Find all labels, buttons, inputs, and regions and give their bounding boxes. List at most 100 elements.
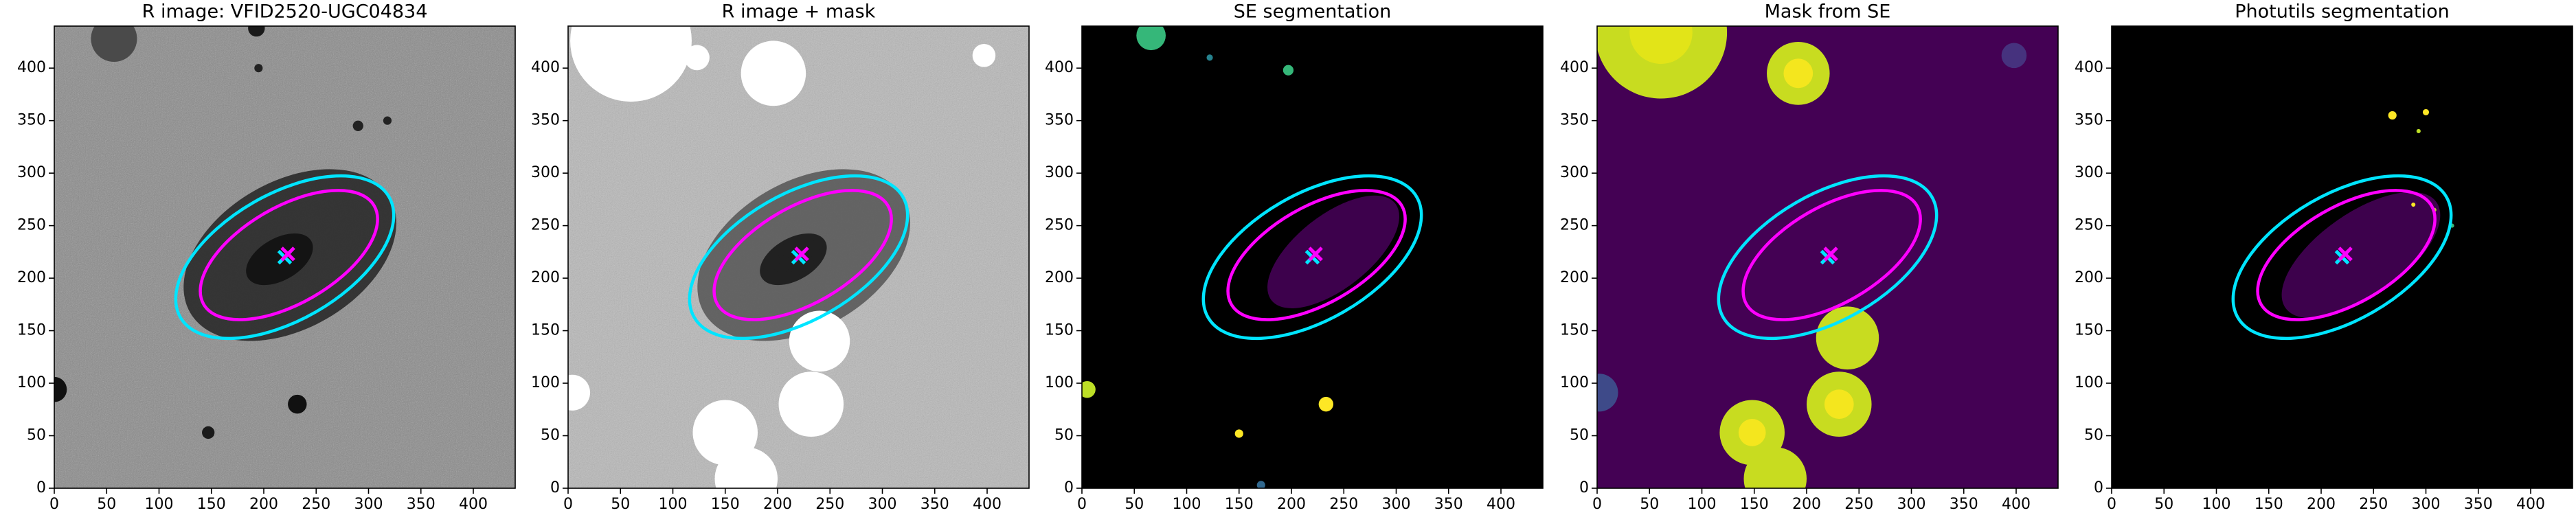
x-tick-label: 350 [920, 496, 949, 513]
x-tick-label: 150 [1740, 496, 1769, 513]
panel: Photutils segmentation 0 50 100 150 200 250 300… [2075, 1, 2573, 513]
axes-frame [2111, 25, 2573, 489]
aperture-ellipse [688, 174, 909, 341]
y-tick-label: 300 [531, 164, 560, 181]
aperture-ellipse [2256, 189, 2437, 321]
mask-region [1597, 374, 1618, 412]
y-tick-label: 0 [1064, 479, 1074, 496]
x-tick-label: 50 [611, 496, 630, 513]
y-tick-label: 50 [541, 427, 560, 444]
x-tick-label: 0 [1592, 496, 1602, 513]
panel-title: R image: VFID2520-UGC04834 [142, 1, 428, 23]
x-tick-label: 200 [2307, 496, 2336, 513]
source-region [1267, 195, 1399, 308]
y-tick-label: 300 [1045, 164, 1074, 181]
x-tick-label: 300 [2412, 496, 2441, 513]
y-tick-label: 200 [531, 269, 560, 286]
mask-region [1629, 26, 1693, 65]
mask-region [202, 426, 215, 439]
mask-region [972, 44, 996, 67]
x-tick-label: 200 [1792, 496, 1821, 513]
x-tick-label: 100 [659, 496, 688, 513]
x-tick-label: 200 [763, 496, 792, 513]
y-tick-label: 250 [1560, 217, 1589, 234]
x-tick-label: 0 [2107, 496, 2116, 513]
y-tick-label: 250 [1045, 217, 1074, 234]
aperture-ellipse [712, 189, 893, 321]
mask-region [1206, 54, 1213, 61]
center-marker [280, 247, 295, 262]
x-tick-label: 400 [459, 496, 488, 513]
y-tick-label: 400 [2075, 59, 2103, 76]
x-tick-label: 350 [2464, 496, 2493, 513]
image-area [54, 26, 515, 488]
center-marker [794, 247, 809, 262]
y-tick-label: 0 [1579, 479, 1589, 496]
x-tick-label: 150 [197, 496, 226, 513]
y-tick-label: 0 [36, 479, 46, 496]
aperture-ellipse [1741, 189, 1922, 321]
x-tick-label: 0 [49, 496, 59, 513]
source-region [760, 233, 827, 286]
x-tick-label: 350 [407, 496, 436, 513]
x-tick-label: 300 [1382, 496, 1411, 513]
y-tick-label: 0 [2094, 479, 2103, 496]
y-tick-label: 0 [550, 479, 560, 496]
y-tick-label: 400 [531, 59, 560, 76]
panel: R image: VFID2520-UGC04834 0 50 100 150 200 25… [17, 1, 516, 513]
axes-frame [567, 25, 1030, 489]
source-region [2281, 192, 2441, 319]
y-tick-label: 100 [1560, 374, 1589, 391]
y-tick-label: 150 [1560, 322, 1589, 339]
aperture-ellipse [199, 189, 379, 321]
mask-region [1783, 58, 1814, 89]
y-tick-label: 200 [2075, 269, 2103, 286]
x-tick-label: 400 [973, 496, 1002, 513]
axes-frame [1081, 25, 1544, 489]
y-tick-label: 200 [1045, 269, 1074, 286]
x-tick-label: 350 [1950, 496, 1978, 513]
x-tick-label: 50 [1640, 496, 1659, 513]
y-tick-label: 100 [17, 374, 46, 391]
y-tick-label: 400 [1045, 59, 1074, 76]
y-tick-label: 50 [2084, 427, 2103, 444]
x-tick-label: 200 [249, 496, 278, 513]
x-tick-label: 150 [1225, 496, 1254, 513]
y-tick-label: 300 [1560, 164, 1589, 181]
x-tick-label: 400 [2002, 496, 2031, 513]
mask-region [352, 120, 363, 131]
aperture-ellipse [1226, 189, 1407, 321]
y-tick-label: 250 [2075, 217, 2103, 234]
axes-frame [1596, 25, 2059, 489]
mask-region [254, 64, 263, 73]
mask-region [684, 45, 710, 71]
panel: SE segmentation 0 50 100 150 200 250 300 350 400 0… [1045, 1, 1544, 513]
mask-region [1816, 306, 1879, 370]
x-tick-label: 100 [1688, 496, 1717, 513]
y-tick-label: 350 [2075, 112, 2103, 129]
axes-frame [54, 25, 516, 489]
panel-title: Mask from SE [1765, 1, 1891, 23]
y-tick-label: 250 [17, 217, 46, 234]
x-tick-label: 50 [1125, 496, 1144, 513]
y-tick-label: 150 [531, 322, 560, 339]
y-tick-label: 300 [2075, 164, 2103, 181]
mask-region [741, 41, 806, 106]
y-tick-label: 400 [17, 59, 46, 76]
y-tick-label: 50 [27, 427, 46, 444]
x-tick-label: 300 [1897, 496, 1926, 513]
y-tick-label: 200 [1560, 269, 1589, 286]
mask-region [1256, 481, 1265, 488]
center-marker [2338, 247, 2353, 262]
mask-region [383, 116, 392, 125]
panel-title: R image + mask [722, 1, 876, 23]
x-tick-label: 0 [1077, 496, 1087, 513]
mask-region [1082, 380, 1096, 398]
mask-region [568, 374, 591, 411]
y-tick-label: 150 [2075, 322, 2103, 339]
y-tick-label: 350 [1560, 112, 1589, 129]
x-tick-label: 200 [1277, 496, 1306, 513]
y-tick-label: 400 [1560, 59, 1589, 76]
y-tick-label: 150 [1045, 322, 1074, 339]
